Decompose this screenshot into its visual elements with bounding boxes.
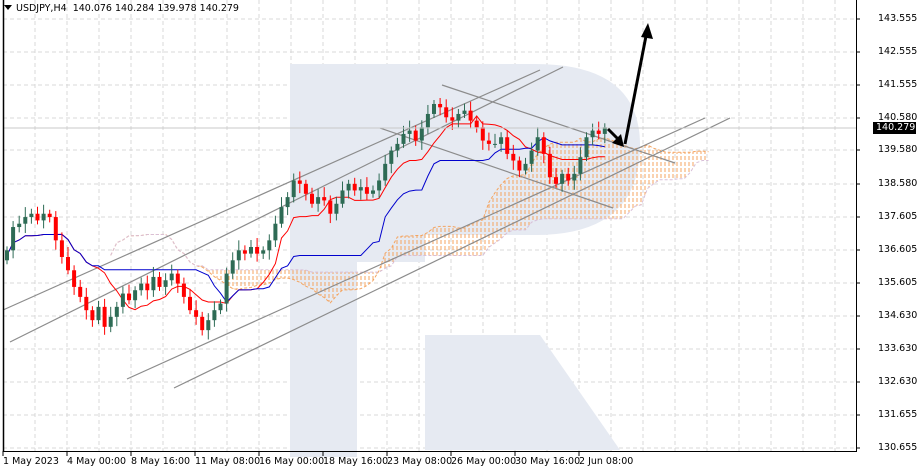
time-tick-label: 2 Jun 08:00 — [579, 456, 634, 467]
time-tick-label: 1 May 2023 — [3, 456, 59, 467]
collapse-triangle-icon[interactable] — [4, 5, 12, 10]
ohlc-close: 140.279 — [199, 3, 239, 14]
price-tick-label: 139.580 — [878, 144, 918, 155]
watermark-logo — [290, 64, 640, 457]
time-tick-label: 16 May 00:00 — [259, 456, 325, 467]
price-tick-label: 143.555 — [878, 13, 918, 24]
ichimoku-lines — [6, 115, 605, 311]
arrow-up-line — [623, 35, 648, 145]
chart-title: USDJPY,H4 140.076 140.284 139.978 140.27… — [4, 3, 239, 14]
candlesticks — [5, 97, 607, 340]
time-tick-label: 8 May 16:00 — [131, 456, 191, 467]
price-tick-label: 140.580 — [878, 112, 918, 123]
price-tick-label: 130.655 — [878, 442, 918, 453]
price-tick-label: 132.630 — [878, 376, 918, 387]
price-tick-label: 134.630 — [878, 310, 918, 321]
arrow-down-head-icon — [612, 134, 624, 147]
time-tick-label: 11 May 08:00 — [195, 456, 261, 467]
channel-lower-line-2 — [173, 117, 731, 389]
price-tick-label: 135.605 — [878, 277, 918, 288]
channel-upper-line-1 — [2, 69, 541, 311]
descending-channel-lower — [379, 127, 614, 209]
current-price-badge: 140.279 — [873, 122, 916, 134]
time-tick-label: 26 May 00:00 — [451, 456, 517, 467]
time-tick-label: 4 May 00:00 — [67, 456, 127, 467]
price-tick-label: 131.655 — [878, 409, 918, 420]
arrow-up-head-icon — [641, 23, 653, 39]
time-tick-label: 18 May 16:00 — [323, 456, 389, 467]
ohlc-open: 140.076 — [72, 3, 112, 14]
ichimoku-cloud — [110, 137, 709, 304]
arrow-down-line — [606, 127, 620, 141]
price-tick-label: 142.555 — [878, 46, 918, 57]
descending-channel-upper — [441, 84, 676, 164]
symbol-label: USDJPY,H4 — [16, 3, 67, 14]
time-tick-label: 30 May 16:00 — [515, 456, 581, 467]
ohlc-low: 139.978 — [157, 3, 197, 14]
forecast-arrows — [606, 23, 653, 147]
ohlc-high: 140.284 — [115, 3, 155, 14]
price-tick-label: 136.605 — [878, 244, 918, 255]
price-tick-label: 137.605 — [878, 211, 918, 222]
time-tick-label: 23 May 08:00 — [387, 456, 453, 467]
price-tick-label: 133.630 — [878, 343, 918, 354]
price-tick-label: 141.555 — [878, 79, 918, 90]
price-tick-label: 138.580 — [878, 178, 918, 189]
channel-lower-line-1 — [126, 117, 706, 380]
